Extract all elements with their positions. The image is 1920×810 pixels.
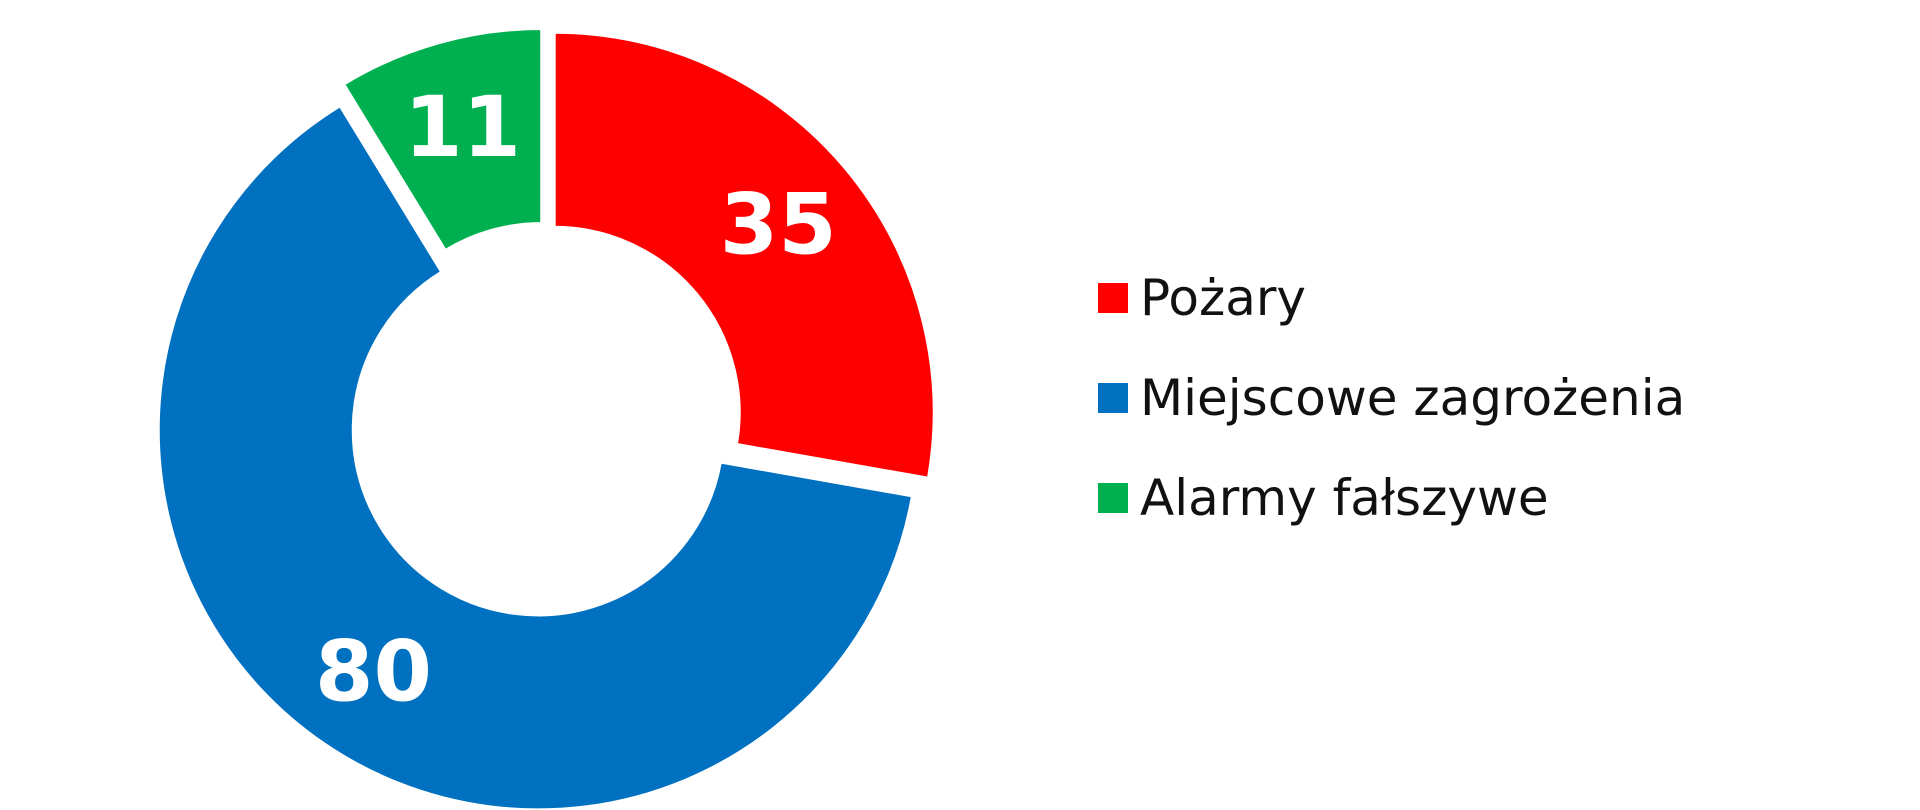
- donut-slice-pozary: [552, 30, 936, 481]
- donut-slice-alarmy-falszywe: [341, 26, 544, 253]
- legend-swatch-alarmy-falszywe: [1098, 483, 1128, 513]
- chart-legend: Pożary Miejscowe zagrożenia Alarmy fałsz…: [1098, 248, 1685, 548]
- legend-label-alarmy-falszywe: Alarmy fałszywe: [1140, 469, 1549, 527]
- legend-label-miejscowe-zagrozenia: Miejscowe zagrożenia: [1140, 369, 1686, 427]
- legend-swatch-pozary: [1098, 283, 1128, 313]
- legend-item-pozary: Pożary: [1098, 248, 1685, 348]
- data-label-alarmy-falszywe: 11: [404, 78, 521, 176]
- legend-item-alarmy-falszywe: Alarmy fałszywe: [1098, 448, 1685, 548]
- legend-item-miejscowe-zagrozenia: Miejscowe zagrożenia: [1098, 348, 1685, 448]
- legend-swatch-miejscowe-zagrozenia: [1098, 383, 1128, 413]
- data-label-pozary: 35: [720, 175, 837, 273]
- legend-label-pozary: Pożary: [1140, 269, 1306, 327]
- data-label-miejscowe-zagrozenia: 80: [315, 623, 432, 721]
- donut-slice-miejscowe-zagrozenia: [156, 103, 915, 810]
